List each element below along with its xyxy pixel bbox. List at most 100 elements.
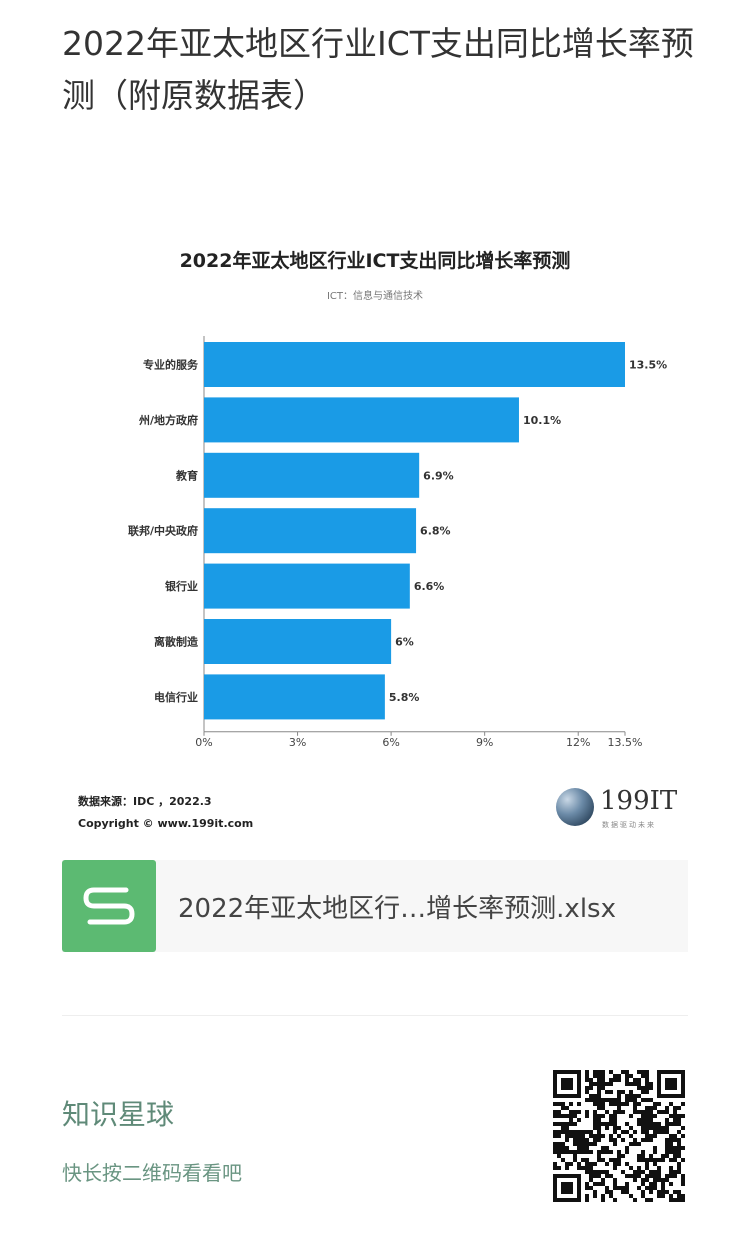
qr-module <box>557 1130 561 1134</box>
qr-module <box>673 1114 677 1118</box>
qr-finder-core <box>561 1182 573 1194</box>
category-label: 州/地方政府 <box>138 413 198 427</box>
qr-module <box>605 1110 609 1114</box>
qr-module <box>589 1082 593 1086</box>
qr-module <box>677 1122 681 1126</box>
qr-module <box>661 1194 665 1198</box>
qr-module <box>597 1150 601 1154</box>
data-source-text: 数据来源：IDC ，2022.3 <box>78 795 212 808</box>
qr-module <box>665 1138 669 1142</box>
qr-module <box>657 1122 661 1126</box>
qr-module <box>645 1110 649 1114</box>
qr-module <box>625 1078 629 1082</box>
qr-module <box>593 1114 597 1118</box>
qr-module <box>557 1102 561 1106</box>
qr-module <box>597 1126 601 1130</box>
qr-module <box>565 1126 569 1130</box>
qr-module <box>669 1114 673 1118</box>
qr-module <box>585 1098 589 1102</box>
qr-module <box>633 1106 637 1110</box>
qr-module <box>625 1070 629 1074</box>
qr-module <box>557 1166 561 1170</box>
qr-module <box>585 1130 589 1134</box>
qr-module <box>561 1146 565 1150</box>
qr-module <box>585 1158 589 1162</box>
qr-module <box>609 1098 613 1102</box>
qr-module <box>585 1182 589 1186</box>
qr-module <box>645 1138 649 1142</box>
qr-module <box>633 1174 637 1178</box>
qr-module <box>553 1134 557 1138</box>
qr-module <box>645 1098 649 1102</box>
qr-module <box>565 1146 569 1150</box>
qr-module <box>617 1162 621 1166</box>
qr-module <box>597 1174 601 1178</box>
qr-module <box>673 1110 677 1114</box>
qr-module <box>605 1098 609 1102</box>
qr-module <box>581 1138 585 1142</box>
qr-module <box>573 1138 577 1142</box>
bar <box>204 342 625 387</box>
qr-module <box>609 1114 613 1118</box>
qr-module <box>677 1154 681 1158</box>
qr-module <box>605 1174 609 1178</box>
qr-module <box>657 1102 661 1106</box>
qr-module <box>645 1086 649 1090</box>
qr-module <box>577 1102 581 1106</box>
qr-module <box>581 1142 585 1146</box>
logo-brand: 199IT <box>600 786 678 816</box>
qr-module <box>621 1102 625 1106</box>
qr-module <box>577 1134 581 1138</box>
qr-module <box>633 1130 637 1134</box>
qr-module <box>641 1178 645 1182</box>
qr-module <box>565 1134 569 1138</box>
qr-module <box>637 1158 641 1162</box>
qr-module <box>577 1118 581 1122</box>
qr-module <box>661 1182 665 1186</box>
qr-module <box>673 1134 677 1138</box>
qr-module <box>621 1090 625 1094</box>
qr-module <box>629 1098 633 1102</box>
qr-module <box>617 1074 621 1078</box>
qr-module <box>605 1186 609 1190</box>
qr-module <box>653 1122 657 1126</box>
page-title: 2022年亚太地区行业ICT支出同比增长率预测（附原数据表） <box>62 24 694 115</box>
qr-module <box>597 1182 601 1186</box>
file-attachment[interactable]: 2022年亚太地区行…增长率预测.xlsx <box>62 860 688 952</box>
qr-module <box>677 1190 681 1194</box>
qr-module <box>641 1194 645 1198</box>
qr-module <box>665 1130 669 1134</box>
qr-module <box>637 1078 641 1082</box>
qr-module <box>657 1158 661 1162</box>
file-name[interactable]: 2022年亚太地区行…增长率预测.xlsx <box>178 894 616 924</box>
qr-module <box>681 1158 685 1162</box>
qr-module <box>637 1142 641 1146</box>
qr-module <box>589 1086 593 1090</box>
qr-module <box>625 1074 629 1078</box>
qr-module <box>669 1182 673 1186</box>
qr-module <box>625 1186 629 1190</box>
qr-module <box>653 1162 657 1166</box>
category-label: 电信行业 <box>154 690 198 704</box>
qr-module <box>553 1114 557 1118</box>
qr-module <box>597 1118 601 1122</box>
qr-module <box>625 1162 629 1166</box>
qr-module <box>673 1158 677 1162</box>
qr-module <box>589 1186 593 1190</box>
qr-module <box>625 1094 629 1098</box>
qr-module <box>585 1074 589 1078</box>
qr-module <box>581 1146 585 1150</box>
qr-module <box>613 1138 617 1142</box>
qr-module <box>601 1170 605 1174</box>
qr-module <box>649 1170 653 1174</box>
qr-module <box>617 1106 621 1110</box>
qr-module <box>633 1170 637 1174</box>
qr-module <box>589 1174 593 1178</box>
qr-module <box>601 1198 605 1202</box>
qr-module <box>649 1158 653 1162</box>
qr-module <box>645 1166 649 1170</box>
qr-code[interactable] <box>553 1070 685 1202</box>
qr-module <box>645 1174 649 1178</box>
qr-module <box>609 1082 613 1086</box>
qr-module <box>553 1102 557 1106</box>
